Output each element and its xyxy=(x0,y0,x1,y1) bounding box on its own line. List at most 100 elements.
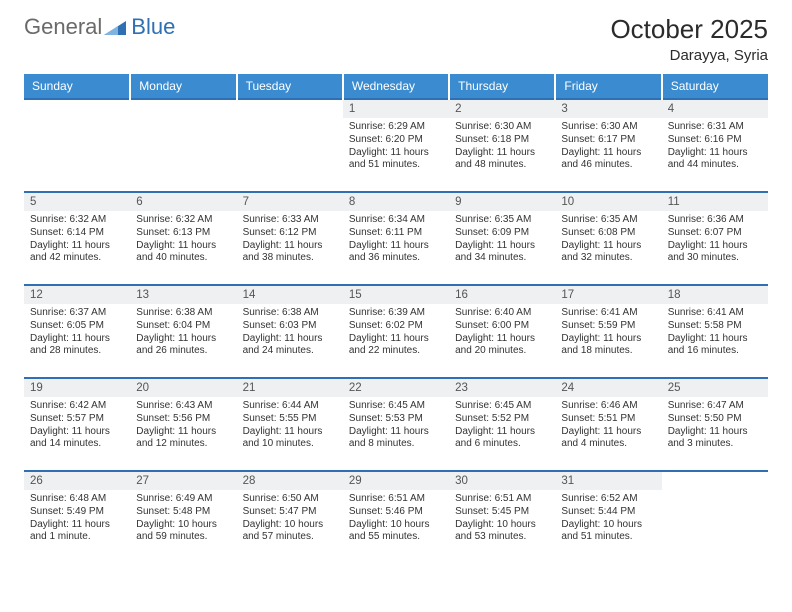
calendar-week-row: 1 Sunrise: 6:29 AMSunset: 6:20 PMDaylight… xyxy=(24,99,768,192)
day-number: 9 xyxy=(449,193,555,211)
calendar-header-row: SundayMondayTuesdayWednesdayThursdayFrid… xyxy=(24,74,768,99)
day-details: Sunrise: 6:30 AMSunset: 6:17 PMDaylight:… xyxy=(559,121,657,172)
day-number: 13 xyxy=(130,286,236,304)
day-details: Sunrise: 6:51 AMSunset: 5:46 PMDaylight:… xyxy=(347,493,445,544)
calendar-day-cell: 4 Sunrise: 6:31 AMSunset: 6:16 PMDaylight… xyxy=(662,99,768,192)
calendar-table: SundayMondayTuesdayWednesdayThursdayFrid… xyxy=(24,74,768,564)
day-details: Sunrise: 6:52 AMSunset: 5:44 PMDaylight:… xyxy=(559,493,657,544)
day-number: 1 xyxy=(343,100,449,118)
weekday-header: Monday xyxy=(130,74,236,99)
day-details: Sunrise: 6:49 AMSunset: 5:48 PMDaylight:… xyxy=(134,493,232,544)
weekday-header: Wednesday xyxy=(343,74,449,99)
day-number: 31 xyxy=(555,472,661,490)
day-details: Sunrise: 6:33 AMSunset: 6:12 PMDaylight:… xyxy=(241,214,339,265)
day-number: 20 xyxy=(130,379,236,397)
calendar-day-cell: 14 Sunrise: 6:38 AMSunset: 6:03 PMDayligh… xyxy=(237,285,343,378)
day-details: Sunrise: 6:32 AMSunset: 6:14 PMDaylight:… xyxy=(28,214,126,265)
calendar-week-row: 19Sunrise: 6:42 AMSunset: 5:57 PMDayligh… xyxy=(24,378,768,471)
calendar-day-cell: 19Sunrise: 6:42 AMSunset: 5:57 PMDayligh… xyxy=(24,378,130,471)
calendar-day-cell: 5Sunrise: 6:32 AMSunset: 6:14 PMDaylight… xyxy=(24,192,130,285)
calendar-day-cell: 24Sunrise: 6:46 AMSunset: 5:51 PMDayligh… xyxy=(555,378,661,471)
logo-mark-icon xyxy=(104,17,128,37)
day-number: 24 xyxy=(555,379,661,397)
calendar-day-cell: 13 Sunrise: 6:38 AMSunset: 6:04 PMDayligh… xyxy=(130,285,236,378)
calendar-day-cell: 6 Sunrise: 6:32 AMSunset: 6:13 PMDaylight… xyxy=(130,192,236,285)
calendar-day-cell xyxy=(24,99,130,192)
calendar-day-cell: 16Sunrise: 6:40 AMSunset: 6:00 PMDayligh… xyxy=(449,285,555,378)
day-number: 23 xyxy=(449,379,555,397)
day-number: 25 xyxy=(662,379,768,397)
day-details: Sunrise: 6:43 AMSunset: 5:56 PMDaylight:… xyxy=(134,400,232,451)
day-details: Sunrise: 6:47 AMSunset: 5:50 PMDaylight:… xyxy=(666,400,764,451)
title-block: October 2025 Darayya, Syria xyxy=(610,14,768,64)
calendar-week-row: 12 Sunrise: 6:37 AMSunset: 6:05 PMDayligh… xyxy=(24,285,768,378)
day-details: Sunrise: 6:41 AMSunset: 5:58 PMDaylight:… xyxy=(666,307,764,358)
day-number: 8 xyxy=(343,193,449,211)
calendar-day-cell: 9 Sunrise: 6:35 AMSunset: 6:09 PMDaylight… xyxy=(449,192,555,285)
calendar-day-cell xyxy=(130,99,236,192)
day-details: Sunrise: 6:50 AMSunset: 5:47 PMDaylight:… xyxy=(241,493,339,544)
day-details: Sunrise: 6:35 AMSunset: 6:09 PMDaylight:… xyxy=(453,214,551,265)
calendar-day-cell: 15Sunrise: 6:39 AMSunset: 6:02 PMDayligh… xyxy=(343,285,449,378)
calendar-day-cell xyxy=(662,471,768,564)
calendar-day-cell: 1 Sunrise: 6:29 AMSunset: 6:20 PMDaylight… xyxy=(343,99,449,192)
day-details: Sunrise: 6:29 AMSunset: 6:20 PMDaylight:… xyxy=(347,121,445,172)
day-details: Sunrise: 6:32 AMSunset: 6:13 PMDaylight:… xyxy=(134,214,232,265)
day-details: Sunrise: 6:34 AMSunset: 6:11 PMDaylight:… xyxy=(347,214,445,265)
day-number: 4 xyxy=(662,100,768,118)
day-details: Sunrise: 6:38 AMSunset: 6:03 PMDaylight:… xyxy=(241,307,339,358)
month-title: October 2025 xyxy=(610,14,768,45)
weekday-header: Saturday xyxy=(662,74,768,99)
logo: General Blue xyxy=(24,14,175,40)
calendar-day-cell: 11 Sunrise: 6:36 AMSunset: 6:07 PMDayligh… xyxy=(662,192,768,285)
calendar-day-cell: 3 Sunrise: 6:30 AMSunset: 6:17 PMDaylight… xyxy=(555,99,661,192)
calendar-day-cell: 25 Sunrise: 6:47 AMSunset: 5:50 PMDayligh… xyxy=(662,378,768,471)
calendar-day-cell: 10Sunrise: 6:35 AMSunset: 6:08 PMDayligh… xyxy=(555,192,661,285)
calendar-day-cell: 22Sunrise: 6:45 AMSunset: 5:53 PMDayligh… xyxy=(343,378,449,471)
day-number: 30 xyxy=(449,472,555,490)
logo-text-blue: Blue xyxy=(131,14,175,40)
day-number: 3 xyxy=(555,100,661,118)
calendar-day-cell: 2Sunrise: 6:30 AMSunset: 6:18 PMDaylight… xyxy=(449,99,555,192)
calendar-day-cell: 31 Sunrise: 6:52 AMSunset: 5:44 PMDayligh… xyxy=(555,471,661,564)
day-number: 29 xyxy=(343,472,449,490)
calendar-day-cell: 26 Sunrise: 6:48 AMSunset: 5:49 PMDayligh… xyxy=(24,471,130,564)
day-number: 27 xyxy=(130,472,236,490)
day-details: Sunrise: 6:45 AMSunset: 5:53 PMDaylight:… xyxy=(347,400,445,451)
calendar-day-cell: 8 Sunrise: 6:34 AMSunset: 6:11 PMDaylight… xyxy=(343,192,449,285)
calendar-day-cell: 20 Sunrise: 6:43 AMSunset: 5:56 PMDayligh… xyxy=(130,378,236,471)
calendar-day-cell xyxy=(237,99,343,192)
day-details: Sunrise: 6:44 AMSunset: 5:55 PMDaylight:… xyxy=(241,400,339,451)
calendar-day-cell: 7 Sunrise: 6:33 AMSunset: 6:12 PMDaylight… xyxy=(237,192,343,285)
calendar-day-cell: 12 Sunrise: 6:37 AMSunset: 6:05 PMDayligh… xyxy=(24,285,130,378)
day-details: Sunrise: 6:42 AMSunset: 5:57 PMDaylight:… xyxy=(28,400,126,451)
logo-text-general: General xyxy=(24,14,102,40)
calendar-day-cell: 30 Sunrise: 6:51 AMSunset: 5:45 PMDayligh… xyxy=(449,471,555,564)
day-number: 12 xyxy=(24,286,130,304)
day-details: Sunrise: 6:48 AMSunset: 5:49 PMDaylight:… xyxy=(28,493,126,544)
day-number: 15 xyxy=(343,286,449,304)
day-details: Sunrise: 6:30 AMSunset: 6:18 PMDaylight:… xyxy=(453,121,551,172)
day-details: Sunrise: 6:41 AMSunset: 5:59 PMDaylight:… xyxy=(559,307,657,358)
day-details: Sunrise: 6:40 AMSunset: 6:00 PMDaylight:… xyxy=(453,307,551,358)
day-number: 11 xyxy=(662,193,768,211)
day-number: 18 xyxy=(662,286,768,304)
calendar-day-cell: 18 Sunrise: 6:41 AMSunset: 5:58 PMDayligh… xyxy=(662,285,768,378)
day-details: Sunrise: 6:38 AMSunset: 6:04 PMDaylight:… xyxy=(134,307,232,358)
header: General Blue October 2025 Darayya, Syria xyxy=(24,14,768,64)
calendar-week-row: 26 Sunrise: 6:48 AMSunset: 5:49 PMDayligh… xyxy=(24,471,768,564)
day-details: Sunrise: 6:37 AMSunset: 6:05 PMDaylight:… xyxy=(28,307,126,358)
day-number: 26 xyxy=(24,472,130,490)
day-number: 14 xyxy=(237,286,343,304)
day-details: Sunrise: 6:31 AMSunset: 6:16 PMDaylight:… xyxy=(666,121,764,172)
day-number: 21 xyxy=(237,379,343,397)
day-number: 6 xyxy=(130,193,236,211)
day-number: 17 xyxy=(555,286,661,304)
calendar-day-cell: 27 Sunrise: 6:49 AMSunset: 5:48 PMDayligh… xyxy=(130,471,236,564)
day-details: Sunrise: 6:51 AMSunset: 5:45 PMDaylight:… xyxy=(453,493,551,544)
day-number: 7 xyxy=(237,193,343,211)
calendar-week-row: 5Sunrise: 6:32 AMSunset: 6:14 PMDaylight… xyxy=(24,192,768,285)
day-details: Sunrise: 6:36 AMSunset: 6:07 PMDaylight:… xyxy=(666,214,764,265)
day-number: 10 xyxy=(555,193,661,211)
calendar-day-cell: 29 Sunrise: 6:51 AMSunset: 5:46 PMDayligh… xyxy=(343,471,449,564)
